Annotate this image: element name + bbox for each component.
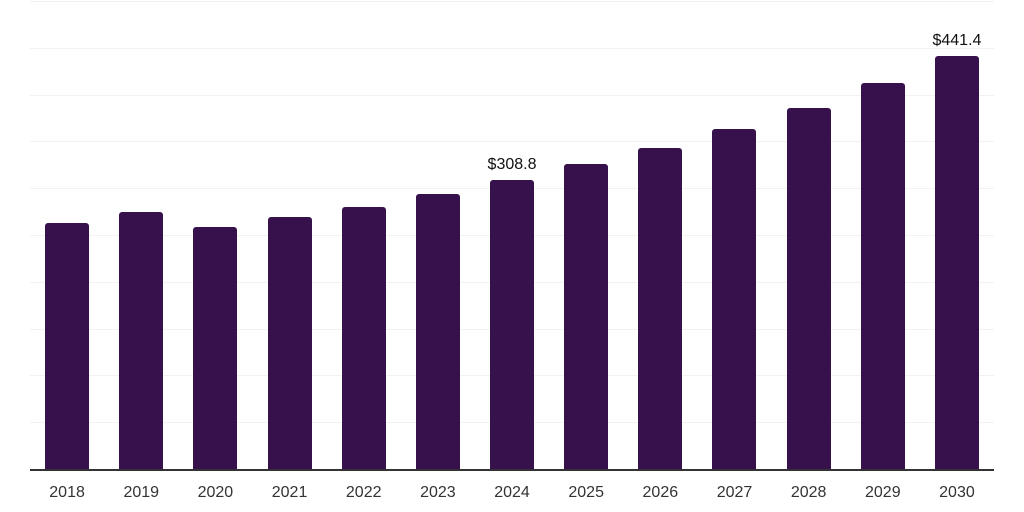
bar-slot-2027 <box>697 1 771 469</box>
bar-2019 <box>119 211 164 469</box>
bar-slot-2022 <box>327 1 401 469</box>
bar-2018 <box>45 223 90 469</box>
bar-2023 <box>415 193 460 469</box>
bar-slot-2028 <box>772 1 846 469</box>
bar-2022 <box>341 206 386 469</box>
x-tick-2025: 2025 <box>568 484 604 501</box>
x-tick-2022: 2022 <box>345 484 382 501</box>
x-tick-2029: 2029 <box>865 484 901 501</box>
gridline-500 <box>30 1 994 2</box>
gridline-450 <box>30 47 994 49</box>
x-tick-2028: 2028 <box>790 484 827 501</box>
bars-container: $308.8 $441.4 <box>30 1 994 469</box>
bar-slot-2025 <box>549 1 623 469</box>
x-axis-labels: 2018 2019 2020 2021 2022 2023 2024 2025 2026 2027… <box>30 483 994 502</box>
x-tick-2030: 2030 <box>939 484 975 501</box>
bar-2020 <box>193 226 238 469</box>
bar-2030 <box>934 55 979 469</box>
bar-2029 <box>860 83 905 469</box>
x-tick-2020: 2020 <box>197 484 234 501</box>
bar-slot-2024: $308.8 <box>475 1 549 469</box>
bar-slot-2030: $441.4 <box>920 1 994 469</box>
x-tick-2023: 2023 <box>420 484 456 501</box>
x-tick-2026: 2026 <box>642 484 679 501</box>
x-axis-line <box>30 469 994 471</box>
x-tick-2027: 2027 <box>716 484 753 501</box>
bar-2028 <box>786 107 831 469</box>
gridline-350 <box>30 141 994 143</box>
plot-area: $308.8 $441.4 <box>30 1 994 469</box>
bar-slot-2026 <box>623 1 697 469</box>
x-tick-2019: 2019 <box>123 484 160 501</box>
bar-slot-2020 <box>178 1 252 469</box>
bar-2026 <box>638 147 683 469</box>
bar-2027 <box>712 128 757 469</box>
bar-slot-2019 <box>104 1 178 469</box>
bar-2021 <box>267 216 312 469</box>
bar-slot-2029 <box>846 1 920 469</box>
bar-slot-2018 <box>30 1 104 469</box>
bar-slot-2021 <box>252 1 326 469</box>
bar-2025 <box>564 164 609 469</box>
x-tick-2021: 2021 <box>271 484 308 501</box>
gridline-400 <box>30 94 994 96</box>
x-tick-2018: 2018 <box>49 484 85 501</box>
bar-2024 <box>490 180 535 469</box>
x-tick-2024: 2024 <box>494 484 530 501</box>
bar-slot-2023 <box>401 1 475 469</box>
bar-value-label-2030: $441.4 <box>932 31 982 49</box>
bar-value-label-2024: $308.8 <box>487 155 537 173</box>
